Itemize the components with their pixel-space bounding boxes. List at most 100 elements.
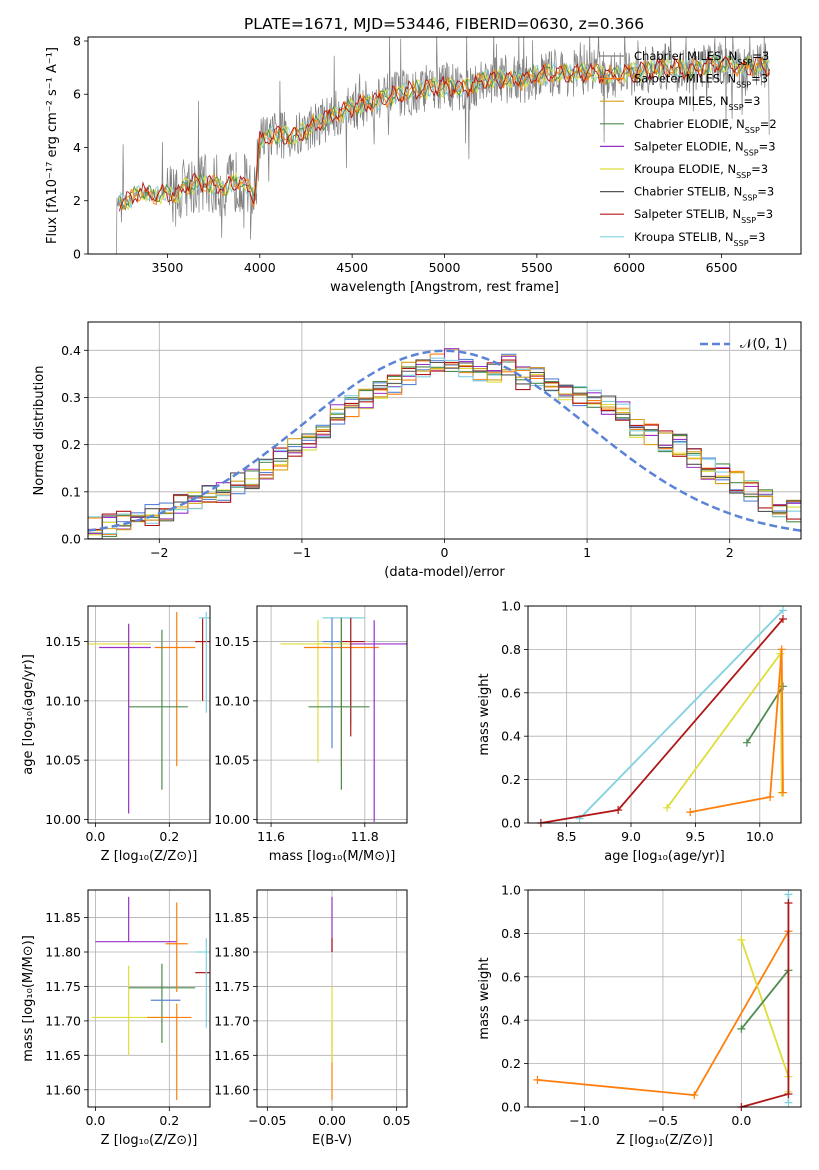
- weight-line: [740, 939, 790, 1092]
- x-tick-label: 6500: [706, 260, 738, 275]
- y-tick-label: 1.0: [501, 883, 521, 898]
- y-tick-label: 0.4: [501, 1013, 521, 1028]
- legend-subscript: SSP: [745, 125, 760, 134]
- y-tick-label: 0.0: [501, 816, 521, 831]
- weight-marker: [737, 935, 746, 944]
- legend-entry: Kroupa STELIB, NSSP=3: [634, 230, 765, 248]
- legend-value: =3: [749, 230, 766, 244]
- y-tick-label: 10.10: [214, 693, 250, 708]
- x-tick-label: 0.05: [383, 1113, 411, 1128]
- legend-subscript: SSP: [734, 238, 749, 247]
- y-tick-label: 0.3: [61, 390, 81, 405]
- y-tick-label: 0.0: [61, 532, 81, 547]
- model-line-kroupa-stelib: [118, 53, 770, 210]
- y-tick-label: 11.65: [45, 1048, 81, 1063]
- weight-marker: [784, 1089, 793, 1098]
- y-axis-label: age [log₁₀(age/yr)]: [21, 654, 36, 775]
- x-axis-label: wavelength [Angstrom, rest frame]: [330, 280, 559, 295]
- residuals-panel: −2 −1 0 1 2 0.0 0.1 0.2 0.3 0.4 (data-model)/error…: [32, 321, 802, 580]
- y-tick-label: 11.60: [45, 1082, 81, 1097]
- x-axis-label: E(B-V): [312, 1133, 352, 1148]
- spectrum-panel: 3500 4000 4500 5000 5500 6000 6500 0 2 4 6 8 wavelen…: [45, 33, 802, 295]
- y-tick-label: 0.8: [501, 926, 521, 941]
- weight-marker: [778, 606, 787, 615]
- y-tick-label: 0.4: [501, 729, 521, 744]
- figure-title: PLATE=1671, MJD=53446, FIBERID=0630, z=0…: [244, 15, 644, 33]
- axes-frame: [527, 889, 802, 1108]
- legend-subscript: SSP: [744, 148, 759, 157]
- x-tick-label: 1: [583, 545, 591, 560]
- weight-marker: [742, 738, 751, 747]
- legend-entry: Salpeter ELODIE, NSSP=3: [634, 139, 776, 157]
- legend-value: =3: [751, 162, 768, 176]
- x-tick-label: 3500: [152, 260, 184, 275]
- legend-entry: Salpeter STELIB, NSSP=3: [634, 207, 773, 225]
- x-tick-label: 5500: [521, 260, 553, 275]
- y-tick-label: 0.0: [501, 1100, 521, 1115]
- x-axis-label: Z [log₁₀(Z/Z⊙)]: [101, 849, 198, 864]
- legend-subscript: SSP: [729, 103, 744, 112]
- axes-frame: [256, 889, 408, 1108]
- weight-marker: [690, 1091, 699, 1100]
- y-tick-label: 0.2: [61, 437, 81, 452]
- model-line-kroupa-elodie: [119, 55, 770, 211]
- weight-marker: [784, 890, 793, 899]
- x-tick-label: 0.2: [159, 829, 179, 844]
- x-tick-label: 8.5: [557, 829, 577, 844]
- axes-frame: [87, 605, 211, 824]
- legend-subscript: SSP: [736, 171, 751, 180]
- y-tick-label: 10.10: [45, 693, 81, 708]
- weight-line: [666, 650, 783, 809]
- legend-entry: Chabrier ELODIE, NSSP=2: [634, 117, 777, 135]
- y-axis-label: mass weight: [477, 673, 492, 755]
- weight-marker: [777, 645, 786, 654]
- y-tick-label: 2: [73, 193, 81, 208]
- x-tick-label: 11.6: [257, 829, 285, 844]
- weight-line: [690, 649, 784, 813]
- weight-marker: [784, 1098, 793, 1107]
- weight-marker: [663, 803, 672, 812]
- y-tick-label: 11.60: [214, 1082, 250, 1097]
- x-tick-label: 0: [441, 545, 449, 560]
- legend-value: =3: [757, 185, 774, 199]
- weight-line: [578, 609, 784, 820]
- legend-value: =3: [751, 72, 768, 86]
- axes-frame: [527, 605, 802, 824]
- x-axis-label: age [log₁₀(age/yr)]: [604, 849, 725, 864]
- x-tick-label: 2: [726, 545, 734, 560]
- x-tick-label: 4500: [336, 260, 368, 275]
- weight-marker: [614, 805, 623, 814]
- x-tick-label: −0.5: [648, 1113, 678, 1128]
- y-tick-label: 1.0: [501, 599, 521, 614]
- weight-marker: [784, 899, 793, 908]
- y-tick-label: 10.15: [214, 634, 250, 649]
- x-axis-label: Z [log₁₀(Z/Z⊙)]: [616, 1133, 713, 1148]
- legend-entry: Chabrier STELIB, NSSP=3: [634, 185, 774, 203]
- x-tick-label: 9.5: [685, 829, 705, 844]
- y-tick-label: 11.65: [214, 1048, 250, 1063]
- legend-entry: 𝒩(0, 1): [740, 337, 787, 352]
- legend-entry: Chabrier MILES, NSSP=3: [634, 49, 769, 67]
- x-tick-label: −1: [293, 545, 311, 560]
- legend-subscript: SSP: [741, 216, 756, 225]
- weight-marker: [778, 615, 787, 624]
- normal-curve: [88, 349, 801, 532]
- x-tick-label: −2: [150, 545, 168, 560]
- y-tick-label: 0: [73, 247, 81, 262]
- x-tick-label: 0.2: [159, 1113, 179, 1128]
- y-tick-label: 8: [73, 33, 81, 48]
- x-tick-label: 0.0: [85, 829, 105, 844]
- x-axis-label: (data-model)/error: [384, 565, 505, 580]
- weight-marker: [737, 1024, 746, 1033]
- x-tick-label: 5000: [429, 260, 461, 275]
- axes-frame: [87, 36, 802, 255]
- y-tick-label: 4: [73, 140, 81, 155]
- y-tick-label: 11.75: [45, 979, 81, 994]
- x-axis-label: mass [log₁₀(M/M⊙)]: [269, 849, 396, 864]
- y-tick-label: 10.05: [45, 753, 81, 768]
- x-tick-label: 0.0: [731, 1113, 751, 1128]
- model-line-salpeter-stelib: [118, 56, 771, 212]
- y-tick-label: 6: [73, 87, 81, 102]
- y-tick-label: 10.15: [45, 634, 81, 649]
- legend-subscript: SSP: [737, 58, 752, 67]
